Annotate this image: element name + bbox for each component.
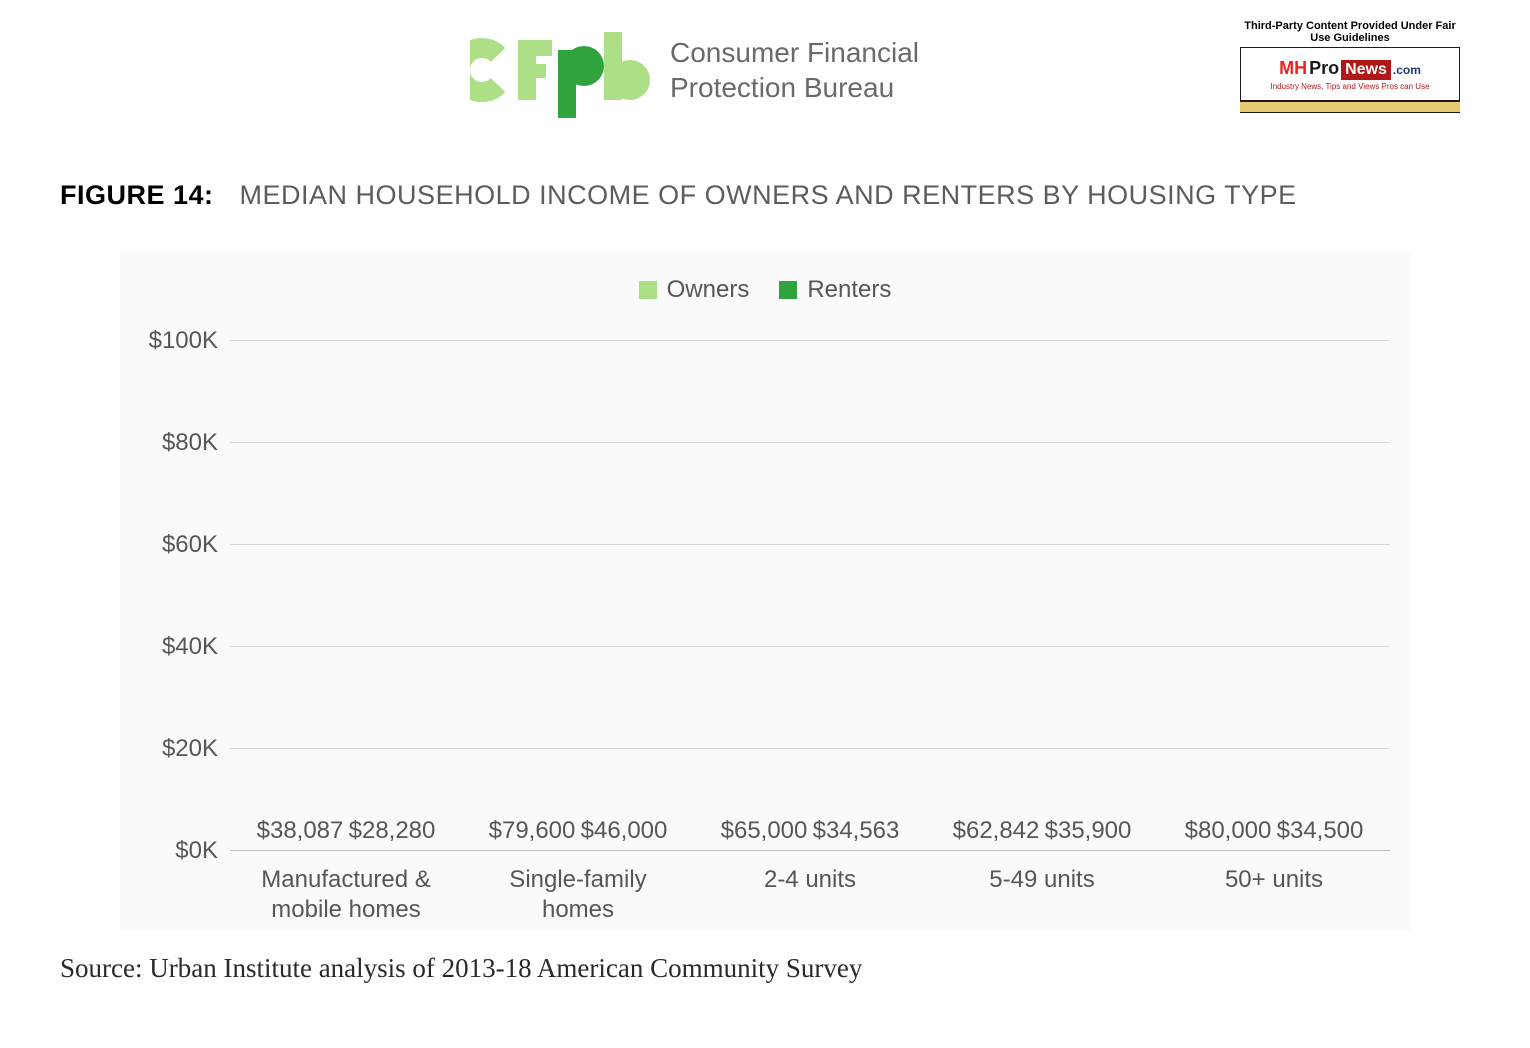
- badge-mh: MH: [1279, 58, 1307, 79]
- x-axis-tick: Single-familyhomes: [509, 851, 646, 925]
- y-axis-tick: $60K: [123, 531, 230, 559]
- gridline: [230, 442, 1390, 443]
- badge-subtitle: Industry News, Tips and Views Pros can U…: [1270, 82, 1429, 91]
- logo-text-line2: Protection Bureau: [670, 70, 919, 105]
- header: Consumer Financial Protection Bureau Thi…: [60, 20, 1470, 140]
- bar-value-label: $35,900: [1045, 817, 1132, 851]
- legend-swatch: [779, 281, 797, 299]
- legend-swatch: [639, 281, 657, 299]
- gridline: [230, 646, 1390, 647]
- bar-value-label: $80,000: [1185, 817, 1272, 851]
- bar-value-label: $62,842: [953, 817, 1040, 851]
- x-axis-tick: 2-4 units: [764, 851, 856, 895]
- attribution-badge: Third-Party Content Provided Under Fair …: [1240, 20, 1460, 113]
- y-axis-tick: $0K: [123, 837, 230, 865]
- page: Consumer Financial Protection Bureau Thi…: [0, 0, 1530, 1048]
- legend-item: Renters: [779, 276, 891, 304]
- badge-com: .com: [1393, 63, 1421, 77]
- y-axis-tick: $80K: [123, 429, 230, 457]
- bar-value-label: $46,000: [581, 817, 668, 851]
- gridline: [230, 544, 1390, 545]
- legend-label: Owners: [667, 276, 750, 304]
- legend-label: Renters: [807, 276, 891, 304]
- x-axis-tick: Manufactured &mobile homes: [261, 851, 430, 925]
- x-axis-tick: 50+ units: [1225, 851, 1323, 895]
- cfpb-logo-icon: [470, 20, 650, 120]
- y-axis-tick: $20K: [123, 735, 230, 763]
- bar-value-label: $38,087: [257, 817, 344, 851]
- bar-value-label: $79,600: [489, 817, 576, 851]
- y-axis-tick: $40K: [123, 633, 230, 661]
- badge-bar: [1240, 101, 1460, 113]
- bar-value-label: $65,000: [721, 817, 808, 851]
- chart-legend: Owners Renters: [120, 276, 1410, 304]
- figure-label: FIGURE 14:: [60, 180, 214, 210]
- badge-pro: Pro: [1309, 58, 1339, 79]
- figure-title-row: FIGURE 14: MEDIAN HOUSEHOLD INCOME OF OW…: [60, 180, 1470, 211]
- cfpb-logo-text: Consumer Financial Protection Bureau: [670, 35, 919, 105]
- legend-item: Owners: [639, 276, 750, 304]
- badge-main: MHProNews.com: [1279, 58, 1421, 80]
- x-axis-tick: 5-49 units: [989, 851, 1094, 895]
- badge-caption: Third-Party Content Provided Under Fair …: [1240, 20, 1460, 44]
- logo-text-line1: Consumer Financial: [670, 35, 919, 70]
- badge-box: MHProNews.com Industry News, Tips and Vi…: [1240, 47, 1460, 101]
- cfpb-logo-block: Consumer Financial Protection Bureau: [470, 20, 919, 120]
- bar-value-label: $34,563: [813, 817, 900, 851]
- bar-value-label: $34,500: [1277, 817, 1364, 851]
- plot-area: $0K$20K$40K$60K$80K$100K$38,087$28,280Ma…: [230, 341, 1390, 851]
- bar-value-label: $28,280: [349, 817, 436, 851]
- chart-area: OwnersRenters $0K$20K$40K$60K$80K$100K$3…: [120, 251, 1410, 931]
- badge-news: News: [1341, 60, 1391, 80]
- figure-title: MEDIAN HOUSEHOLD INCOME OF OWNERS AND RE…: [240, 180, 1297, 210]
- source-text: Source: Urban Institute analysis of 2013…: [60, 953, 1470, 984]
- y-axis-tick: $100K: [123, 327, 230, 355]
- gridline: [230, 748, 1390, 749]
- gridline: [230, 340, 1390, 341]
